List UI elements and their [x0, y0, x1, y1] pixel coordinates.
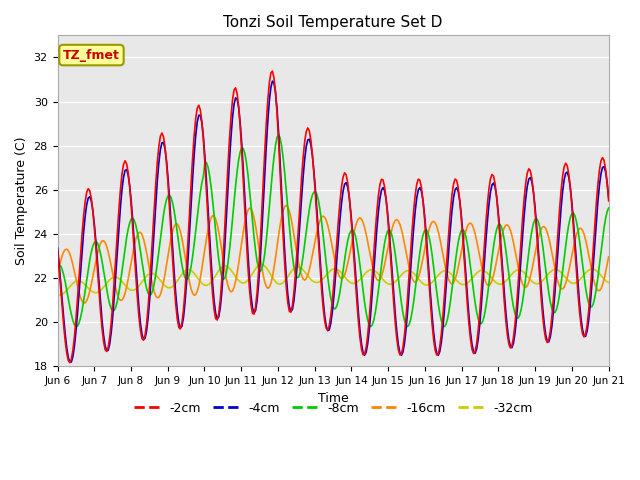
- Line: -16cm: -16cm: [58, 205, 609, 303]
- Line: -32cm: -32cm: [58, 264, 609, 295]
- Line: -8cm: -8cm: [58, 134, 609, 326]
- -32cm: [220, 264, 227, 269]
- -8cm: [220, 276, 227, 282]
- -32cm: [55, 292, 63, 298]
- -2cm: [247, 301, 255, 307]
- -16cm: [80, 300, 88, 306]
- -16cm: [605, 254, 612, 260]
- -32cm: [123, 284, 131, 290]
- -4cm: [247, 292, 255, 298]
- -8cm: [247, 202, 255, 208]
- -32cm: [298, 265, 305, 271]
- -4cm: [54, 245, 61, 251]
- -8cm: [577, 249, 585, 255]
- -4cm: [238, 141, 246, 147]
- -2cm: [269, 68, 276, 74]
- -4cm: [66, 360, 74, 365]
- -8cm: [72, 324, 80, 329]
- -8cm: [238, 145, 246, 151]
- -16cm: [247, 206, 255, 212]
- Y-axis label: Soil Temperature (C): Soil Temperature (C): [15, 137, 28, 265]
- Legend: -2cm, -4cm, -8cm, -16cm, -32cm: -2cm, -4cm, -8cm, -16cm, -32cm: [129, 396, 537, 420]
- Line: -4cm: -4cm: [58, 81, 609, 362]
- -4cm: [605, 194, 612, 200]
- -8cm: [123, 235, 131, 240]
- -4cm: [577, 315, 585, 321]
- -2cm: [54, 248, 61, 253]
- Text: TZ_fmet: TZ_fmet: [63, 48, 120, 61]
- -2cm: [298, 175, 305, 180]
- -4cm: [269, 78, 276, 84]
- -8cm: [298, 263, 305, 269]
- -2cm: [238, 149, 246, 155]
- -2cm: [66, 360, 74, 365]
- -2cm: [577, 322, 585, 328]
- Line: -2cm: -2cm: [58, 71, 609, 362]
- -32cm: [577, 276, 585, 281]
- -32cm: [605, 280, 612, 286]
- -16cm: [54, 272, 61, 278]
- X-axis label: Time: Time: [317, 392, 348, 405]
- -4cm: [298, 194, 305, 200]
- -32cm: [258, 262, 266, 267]
- -8cm: [605, 205, 612, 211]
- Title: Tonzi Soil Temperature Set D: Tonzi Soil Temperature Set D: [223, 15, 443, 30]
- -8cm: [54, 263, 61, 269]
- -8cm: [275, 131, 282, 137]
- -32cm: [238, 280, 246, 286]
- -16cm: [298, 273, 305, 279]
- -16cm: [220, 258, 227, 264]
- -16cm: [123, 284, 131, 290]
- -32cm: [247, 273, 255, 279]
- -4cm: [123, 167, 131, 172]
- -32cm: [54, 292, 61, 298]
- -16cm: [577, 226, 585, 231]
- -2cm: [605, 198, 612, 204]
- -16cm: [282, 203, 290, 208]
- -16cm: [238, 239, 246, 245]
- -2cm: [123, 161, 131, 167]
- -2cm: [220, 252, 227, 258]
- -4cm: [220, 268, 227, 274]
